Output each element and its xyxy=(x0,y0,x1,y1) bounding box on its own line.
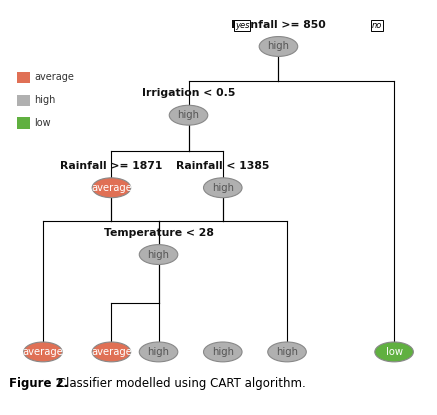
Text: average: average xyxy=(22,347,63,357)
Ellipse shape xyxy=(92,342,131,362)
Text: yes: yes xyxy=(235,21,249,30)
Ellipse shape xyxy=(204,342,242,362)
Text: high: high xyxy=(35,95,56,105)
Text: average: average xyxy=(91,183,132,193)
Bar xyxy=(17,117,30,129)
Text: high: high xyxy=(148,347,170,357)
Ellipse shape xyxy=(375,342,413,362)
Text: average: average xyxy=(35,72,74,82)
Text: Irrigation < 0.5: Irrigation < 0.5 xyxy=(142,88,235,98)
Ellipse shape xyxy=(24,342,62,362)
Text: low: low xyxy=(35,118,51,128)
Text: Classifier modelled using CART algorithm.: Classifier modelled using CART algorithm… xyxy=(54,377,305,390)
Text: high: high xyxy=(177,110,200,120)
Text: high: high xyxy=(148,249,170,259)
Text: low: low xyxy=(385,347,402,357)
Text: high: high xyxy=(276,347,298,357)
Text: average: average xyxy=(91,347,132,357)
Bar xyxy=(17,72,30,83)
Text: high: high xyxy=(212,183,234,193)
Ellipse shape xyxy=(139,342,178,362)
Text: Figure 2.: Figure 2. xyxy=(9,377,68,390)
Text: Rainfall >= 1871: Rainfall >= 1871 xyxy=(60,161,163,171)
Text: high: high xyxy=(212,347,234,357)
Ellipse shape xyxy=(204,178,242,198)
Text: Temperature < 28: Temperature < 28 xyxy=(104,228,214,238)
Ellipse shape xyxy=(268,342,306,362)
Ellipse shape xyxy=(92,178,131,198)
Text: high: high xyxy=(267,42,289,51)
Text: Rainfall >= 850: Rainfall >= 850 xyxy=(231,20,326,30)
Text: Rainfall < 1385: Rainfall < 1385 xyxy=(176,161,270,171)
Ellipse shape xyxy=(139,244,178,264)
Ellipse shape xyxy=(259,37,298,56)
Bar xyxy=(17,95,30,106)
Ellipse shape xyxy=(169,105,208,125)
Text: no: no xyxy=(372,21,382,30)
